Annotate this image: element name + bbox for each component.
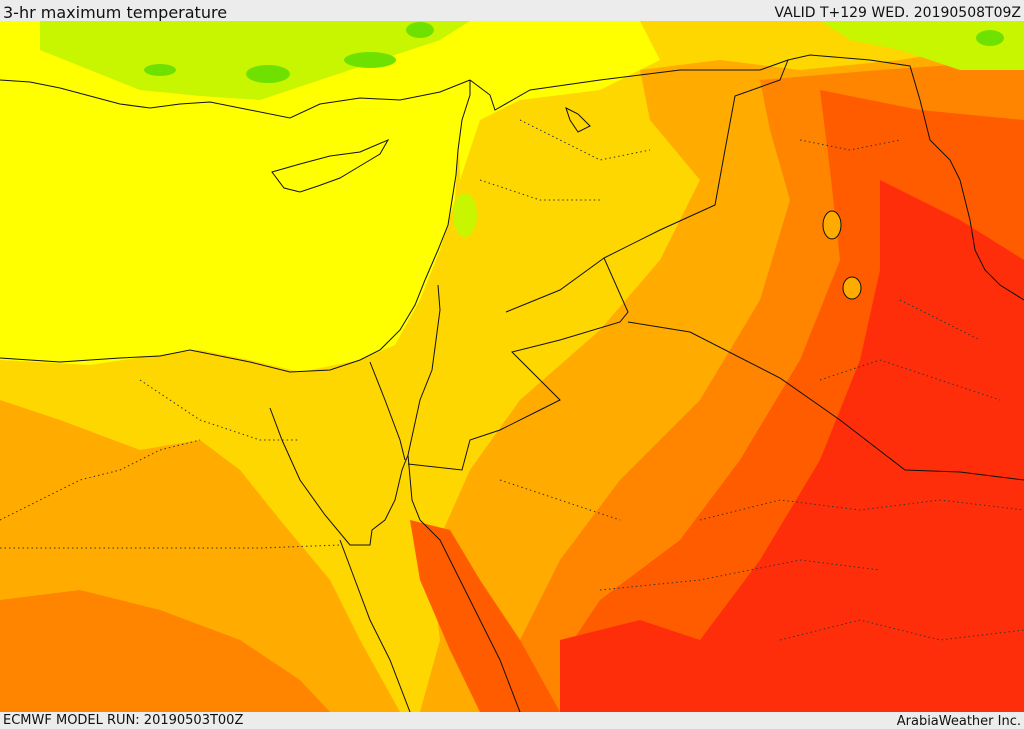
field-darkorange-redsea <box>410 520 560 712</box>
cyprus-outline <box>271 138 390 193</box>
border-jordan-saudi <box>407 59 789 471</box>
model-run-label: ECMWF MODEL RUN: 20190503T00Z <box>3 713 244 728</box>
field-orange-egypt <box>0 590 330 712</box>
field-mediterranean <box>0 21 470 372</box>
field-red-core <box>680 180 1024 712</box>
valid-time-label: VALID T+129 WED. 20190508T09Z <box>774 5 1021 21</box>
coastline-med <box>0 80 471 373</box>
border-syria-iraq <box>505 257 605 313</box>
header-bar <box>0 0 1024 21</box>
field-green-1 <box>246 65 290 83</box>
border-israel-egypt <box>369 361 406 461</box>
temperature-map[interactable] <box>0 21 1024 712</box>
field-green-3 <box>406 22 434 38</box>
border-iraq-saudi <box>627 321 1024 481</box>
coastline-gulf-suez <box>269 407 409 546</box>
border-turkey-syria <box>469 54 961 181</box>
coastline-gulf <box>959 179 1024 301</box>
footer-bar <box>0 712 1024 729</box>
field-green-2 <box>344 52 396 68</box>
map-title: 3-hr maximum temperature <box>3 3 228 22</box>
field-turkey <box>455 21 660 180</box>
field-lime-north <box>40 21 470 100</box>
credit-label: ArabiaWeather Inc. <box>896 714 1021 729</box>
coastline-redsea-east <box>407 454 521 712</box>
field-lime-ne <box>820 21 1024 70</box>
coastline-redsea-west <box>339 539 411 712</box>
field-red-south <box>560 620 720 712</box>
field-green-5 <box>976 30 1004 46</box>
admin-boundaries <box>0 119 1024 641</box>
border-jordan-river <box>407 284 441 456</box>
field-lime-lebanon <box>453 193 477 237</box>
coastline-turkey <box>0 79 471 119</box>
lake-tharthar <box>822 210 842 240</box>
field-green-4 <box>144 64 176 76</box>
lake-razazza <box>842 276 862 300</box>
lake-assad <box>565 107 591 133</box>
